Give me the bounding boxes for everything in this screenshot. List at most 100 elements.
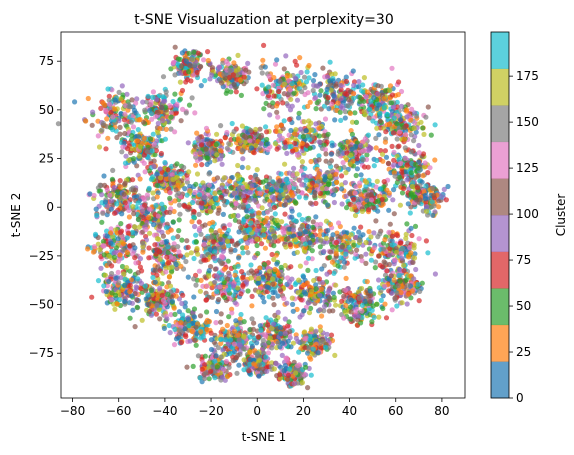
scatter-point [396, 79, 402, 85]
scatter-point [325, 181, 331, 188]
scatter-point [216, 245, 222, 251]
scatter-point [381, 246, 387, 252]
scatter-point [343, 78, 349, 85]
scatter-point [363, 260, 369, 266]
scatter-point [213, 141, 219, 148]
scatter-point [105, 135, 111, 141]
scatter-point [278, 264, 284, 270]
scatter-point [204, 161, 210, 167]
scatter-point [347, 190, 353, 196]
scatter-point [297, 231, 303, 237]
scatter-point [100, 210, 106, 216]
scatter-point [423, 208, 430, 214]
scatter-point [165, 291, 171, 297]
scatter-point [192, 144, 199, 150]
scatter-point [343, 74, 349, 80]
scatter-point [279, 219, 285, 225]
scatter-point [254, 167, 260, 173]
scatter-point [399, 190, 406, 196]
scatter-point [341, 293, 347, 299]
scatter-point [277, 193, 283, 199]
scatter-point [403, 132, 409, 138]
scatter-point [312, 72, 318, 78]
scatter-point [159, 239, 165, 245]
scatter-point [103, 146, 109, 152]
scatter-point [333, 282, 339, 288]
scatter-point [183, 58, 189, 64]
scatter-point [293, 127, 299, 133]
scatter-point [106, 101, 113, 107]
scatter-point [137, 176, 143, 182]
scatter-point [292, 281, 298, 287]
scatter-point [377, 231, 383, 237]
scatter-point [134, 304, 140, 310]
scatter-point [357, 99, 363, 105]
scatter-point [150, 131, 156, 137]
scatter-point [151, 141, 157, 147]
scatter-point [282, 211, 288, 217]
scatter-point [294, 152, 301, 158]
scatter-point [408, 149, 414, 155]
scatter-point [333, 251, 339, 257]
scatter-point [112, 306, 118, 312]
scatter-point [380, 305, 386, 312]
scatter-point [165, 167, 171, 173]
scatter-point [217, 64, 223, 70]
scatter-point [170, 219, 176, 225]
scatter-point [330, 232, 336, 238]
scatter-point [214, 288, 220, 294]
scatter-point [258, 65, 264, 71]
scatter-point [176, 217, 182, 223]
scatter-point [205, 57, 211, 64]
scatter-point [357, 94, 363, 100]
scatter-point [318, 238, 324, 244]
scatter-point [366, 201, 372, 207]
scatter-point [143, 226, 149, 233]
scatter-point [316, 133, 322, 139]
scatter-point [331, 294, 337, 300]
scatter-point [391, 162, 397, 168]
scatter-point [186, 69, 192, 75]
scatter-point [179, 63, 185, 69]
scatter-point [321, 303, 328, 309]
scatter-point [248, 145, 255, 151]
scatter-point [277, 178, 283, 184]
scatter-point [298, 297, 304, 303]
scatter-point [308, 158, 314, 165]
scatter-point [421, 131, 427, 137]
scatter-point [286, 132, 292, 138]
scatter-point [396, 129, 403, 135]
scatter-point [283, 144, 289, 150]
scatter-point [404, 107, 410, 113]
scatter-point [351, 242, 357, 248]
scatter-point [126, 223, 132, 230]
scatter-point [305, 267, 311, 273]
scatter-point [424, 203, 430, 210]
scatter-point [331, 192, 337, 198]
scatter-point [124, 265, 130, 271]
scatter-point [270, 100, 276, 106]
scatter-point [108, 109, 114, 115]
scatter-point [315, 178, 322, 184]
chart-title: t-SNE Visualuzation at perplexity=30 [134, 12, 393, 28]
scatter-point [332, 71, 338, 77]
scatter-point [329, 259, 335, 265]
scatter-point [170, 244, 176, 250]
scatter-point [339, 201, 345, 207]
scatter-point [339, 173, 345, 179]
scatter-point [214, 152, 220, 158]
scatter-point [272, 234, 278, 241]
scatter-point [174, 101, 180, 107]
scatter-point [317, 92, 323, 98]
scatter-point [411, 138, 417, 144]
scatter-points [55, 42, 451, 391]
scatter-point [126, 207, 132, 213]
scatter-point [377, 110, 383, 117]
scatter-point [397, 117, 404, 123]
scatter-point [204, 136, 210, 142]
scatter-point [337, 109, 343, 115]
scatter-point [353, 119, 360, 125]
scatter-point [302, 291, 309, 297]
scatter-point [288, 264, 294, 270]
